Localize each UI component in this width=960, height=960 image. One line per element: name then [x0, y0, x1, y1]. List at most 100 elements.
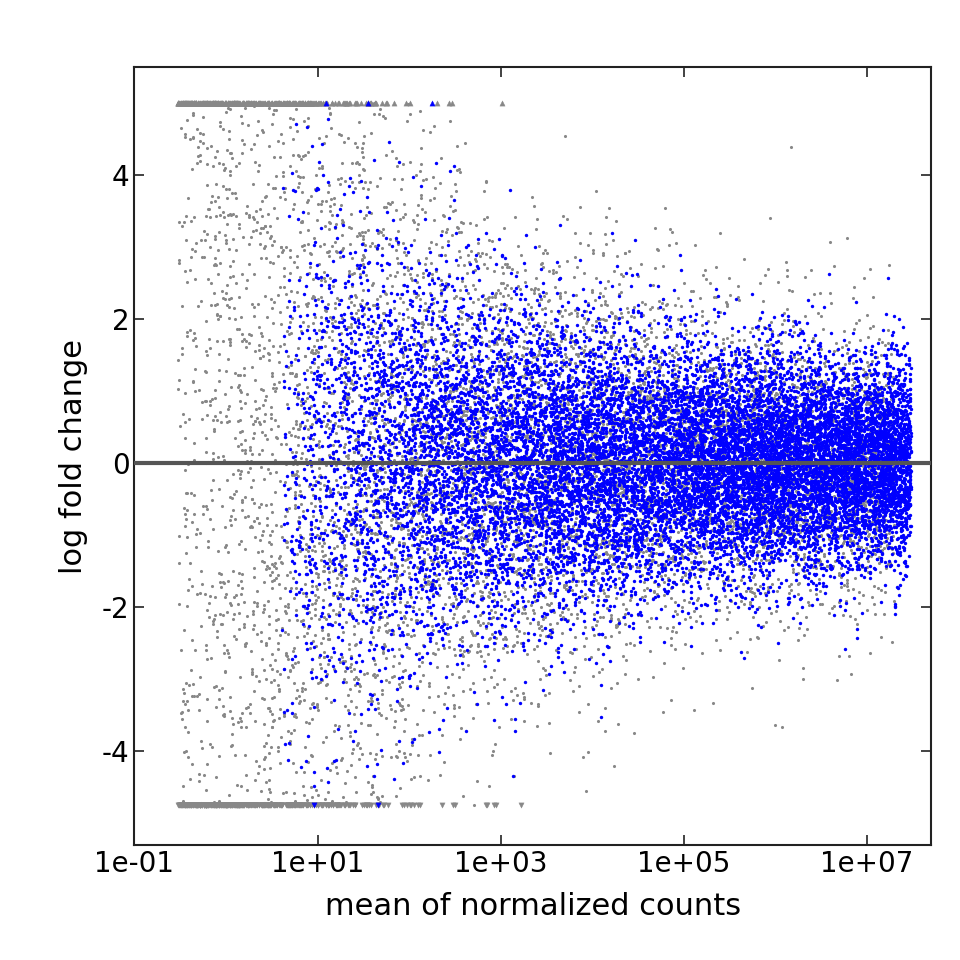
Point: [321, 561, 336, 576]
Point: [424, 577, 440, 592]
Point: [746, 454, 761, 469]
Point: [616, 478, 632, 493]
Point: [244, 95, 259, 110]
Point: [372, 225, 388, 240]
Point: [330, 171, 346, 186]
Point: [398, 357, 414, 372]
Point: [261, 95, 276, 110]
Point: [594, 535, 610, 550]
Point: [871, 468, 886, 484]
Point: [831, 422, 847, 438]
Point: [570, 520, 586, 536]
Point: [498, 331, 514, 347]
Point: [262, 566, 277, 582]
Point: [873, 474, 888, 490]
Point: [782, 387, 798, 402]
Point: [730, 452, 745, 468]
Point: [562, 505, 577, 520]
Point: [693, 495, 708, 511]
Point: [834, 433, 850, 448]
Point: [799, 610, 814, 625]
Point: [535, 477, 550, 492]
Point: [647, 431, 662, 446]
Point: [530, 362, 545, 377]
Point: [516, 379, 531, 395]
Point: [204, 651, 219, 666]
Point: [756, 442, 772, 457]
Point: [293, 539, 308, 554]
Point: [852, 451, 868, 467]
Point: [420, 495, 435, 511]
Point: [622, 557, 637, 572]
Point: [828, 423, 843, 439]
Point: [619, 314, 635, 329]
Point: [674, 512, 689, 527]
Point: [842, 507, 857, 522]
Point: [849, 474, 864, 490]
Point: [848, 449, 863, 465]
Point: [441, 505, 456, 520]
Point: [684, 562, 700, 577]
Point: [431, 616, 446, 632]
Point: [568, 511, 584, 526]
Point: [295, 684, 310, 699]
Point: [837, 447, 852, 463]
Point: [334, 156, 349, 171]
Point: [583, 226, 598, 241]
Point: [794, 456, 809, 471]
Point: [450, 454, 466, 469]
Point: [679, 507, 694, 522]
Point: [555, 403, 570, 419]
Point: [756, 476, 771, 492]
Point: [669, 543, 684, 559]
Point: [650, 504, 665, 519]
Point: [391, 495, 406, 511]
Point: [323, 438, 338, 453]
Point: [540, 455, 556, 470]
Point: [397, 361, 413, 376]
Point: [488, 579, 503, 594]
Point: [731, 457, 746, 472]
Point: [763, 498, 779, 514]
Point: [480, 491, 495, 506]
Point: [838, 446, 853, 462]
Point: [640, 561, 656, 576]
Point: [748, 437, 763, 452]
Point: [775, 477, 790, 492]
Point: [863, 436, 878, 451]
Point: [573, 500, 588, 516]
Point: [222, 798, 237, 813]
Point: [832, 493, 848, 509]
Point: [612, 446, 627, 462]
Point: [607, 460, 622, 475]
Point: [878, 445, 894, 461]
Point: [819, 490, 834, 505]
Point: [851, 413, 866, 428]
Point: [227, 748, 242, 763]
Point: [209, 95, 225, 110]
Point: [786, 428, 802, 444]
Point: [441, 634, 456, 649]
Point: [702, 353, 717, 369]
Point: [652, 470, 667, 486]
Point: [840, 391, 855, 406]
Point: [686, 505, 702, 520]
Point: [485, 333, 500, 348]
Point: [677, 567, 692, 583]
Point: [630, 439, 645, 454]
Point: [489, 506, 504, 521]
Point: [630, 482, 645, 497]
Point: [607, 469, 622, 485]
Point: [507, 452, 522, 468]
Point: [250, 510, 265, 525]
Point: [876, 503, 892, 518]
Point: [454, 338, 469, 353]
Point: [845, 415, 860, 430]
Point: [708, 430, 723, 445]
Point: [795, 420, 810, 435]
Point: [749, 365, 764, 380]
Point: [501, 484, 516, 499]
Point: [866, 428, 881, 444]
Point: [435, 498, 450, 514]
Point: [416, 524, 431, 540]
